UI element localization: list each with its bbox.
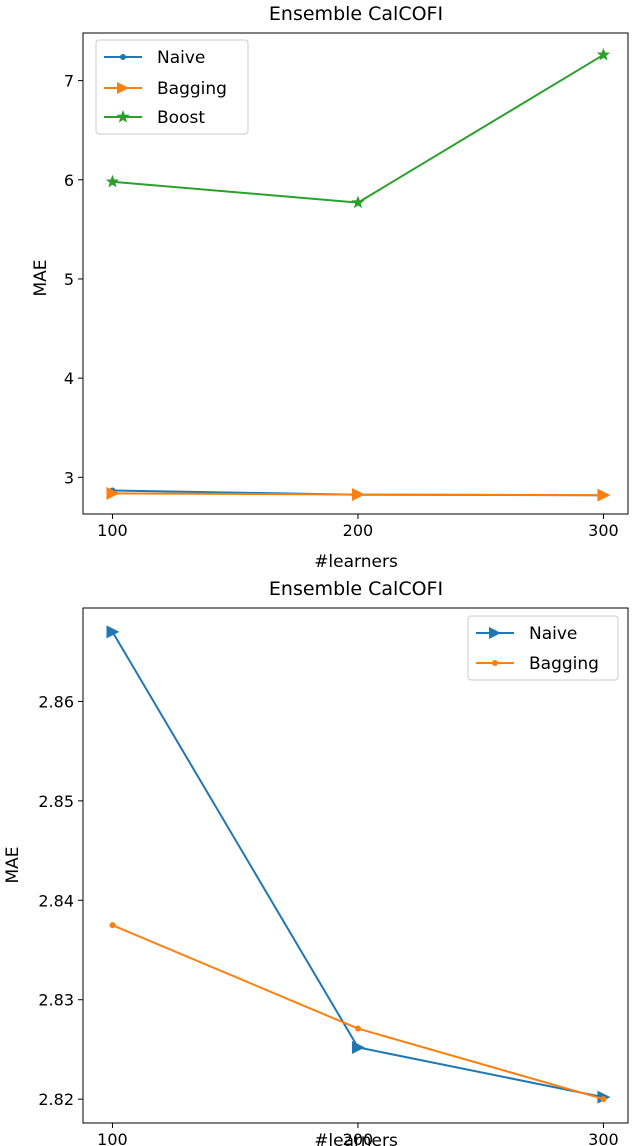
legend: Naive Bagging: [467, 615, 619, 681]
legend-label-bagging: Bagging: [157, 79, 227, 99]
series-layer: [105, 47, 611, 502]
x-tick-label: 200: [343, 521, 374, 540]
legend-label-naive: Naive: [529, 624, 577, 644]
legend: Naive Bagging Boost: [95, 39, 249, 135]
legend-label-boost: Boost: [157, 108, 205, 128]
data-point-naive: [351, 1040, 365, 1054]
data-point-bagging: [109, 922, 116, 929]
legend-label-bagging: Bagging: [529, 654, 599, 674]
y-tick-label: 2.82: [38, 1090, 74, 1109]
x-tick-label: 200: [343, 1130, 374, 1146]
plot-area: [82, 32, 629, 515]
legend-marker-bagging: [117, 82, 129, 94]
tick-layer: 100 200 300 3 4 5 6 7: [64, 72, 619, 540]
data-point-bagging: [597, 488, 611, 502]
y-tick-label: 3: [64, 468, 74, 487]
chart-title: Ensemble CalCOFI: [269, 578, 443, 600]
data-point-boost: [105, 174, 120, 188]
chart-title: Ensemble CalCOFI: [269, 3, 443, 25]
data-point-bagging: [106, 486, 120, 500]
x-tick-label: 100: [97, 1130, 128, 1146]
plot-area: [82, 607, 629, 1124]
y-tick-label: 2.83: [38, 991, 74, 1010]
y-tick-label: 4: [64, 369, 74, 388]
data-point-boost: [351, 195, 365, 209]
y-axis-label: MAE: [3, 846, 23, 883]
legend-marker-naive: [489, 627, 501, 639]
legend-marker-boost: [116, 110, 130, 123]
data-point-naive: [106, 625, 120, 639]
x-axis-label: #learners: [314, 1131, 398, 1146]
y-tick-label: 2.84: [38, 891, 74, 910]
legend-marker-naive: [120, 54, 126, 60]
y-tick-label: 2.85: [38, 792, 74, 811]
legend-marker-bagging: [492, 660, 498, 666]
data-point-bagging: [354, 1025, 361, 1032]
x-tick-label: 300: [588, 1130, 619, 1146]
y-tick-label: 5: [64, 270, 74, 289]
legend-frame: [95, 39, 249, 135]
data-point-boost: [596, 47, 611, 61]
x-tick-label: 300: [588, 521, 619, 540]
y-tick-label: 6: [64, 171, 74, 190]
chart-top: Ensemble CalCOFI MAE #learners 100 200 300…: [31, 3, 629, 572]
series-layer: [106, 625, 611, 1104]
series-line-bagging: [112, 924, 604, 1101]
y-tick-label: 7: [64, 72, 74, 91]
legend-label-naive: Naive: [157, 48, 205, 68]
tick-layer: 100 200 300 2.82 2.83 2.84 2.85 2.86: [38, 692, 618, 1146]
x-tick-label: 100: [97, 521, 128, 540]
y-tick-label: 2.86: [38, 692, 74, 711]
y-axis-label: MAE: [31, 259, 51, 296]
data-point-bagging: [600, 1096, 607, 1103]
x-axis-label: #learners: [314, 552, 398, 572]
chart-bottom: Ensemble CalCOFI MAE #learners 100 200 300…: [3, 578, 629, 1146]
data-point-bagging: [351, 487, 365, 501]
